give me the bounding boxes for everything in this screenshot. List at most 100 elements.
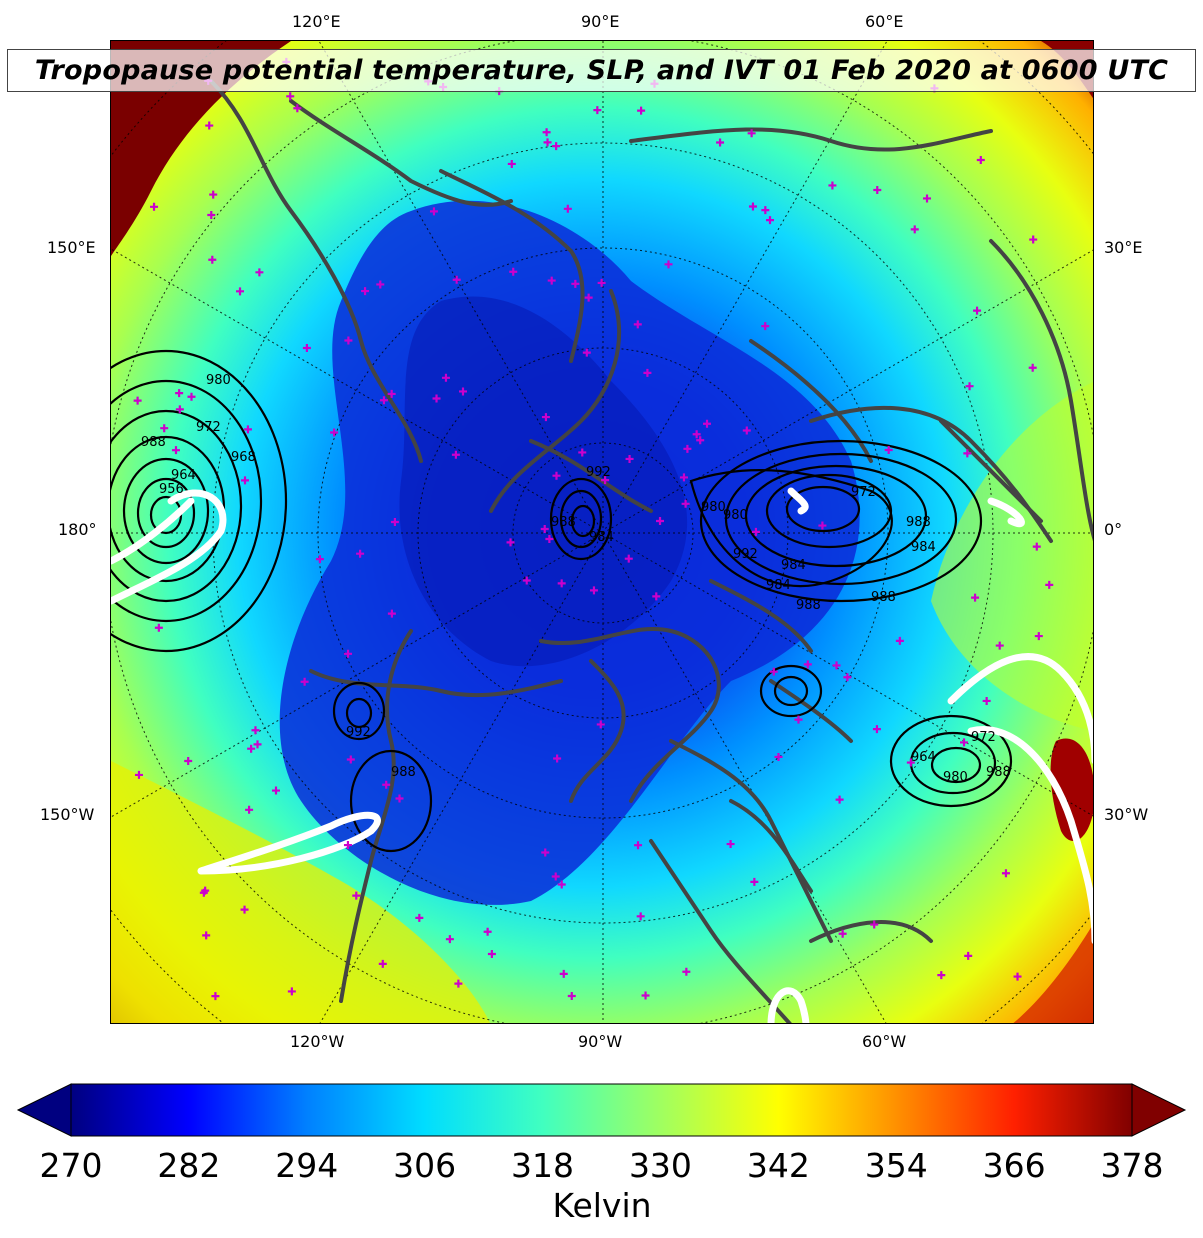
slp-label: 988 bbox=[551, 515, 576, 530]
colorbar-tick-label: 366 bbox=[982, 1146, 1046, 1185]
station-marker bbox=[509, 267, 518, 276]
slp-label: 992 bbox=[733, 547, 758, 562]
station-marker bbox=[995, 641, 1004, 650]
station-marker bbox=[199, 888, 208, 897]
station-marker bbox=[637, 106, 646, 115]
station-marker bbox=[973, 306, 982, 315]
slp-label: 992 bbox=[586, 465, 611, 480]
lon-label-bottom: 60°W bbox=[862, 1032, 907, 1051]
station-marker bbox=[870, 920, 879, 929]
station-marker bbox=[552, 471, 561, 480]
station-marker bbox=[361, 287, 370, 296]
station-marker bbox=[910, 225, 919, 234]
station-marker bbox=[286, 92, 295, 101]
colorbar-tick-label: 378 bbox=[1100, 1146, 1164, 1185]
station-marker bbox=[964, 951, 973, 960]
station-marker bbox=[552, 142, 561, 151]
station-marker bbox=[965, 382, 974, 391]
station-marker bbox=[761, 206, 770, 215]
station-marker bbox=[160, 424, 169, 433]
station-marker bbox=[742, 426, 751, 435]
station-marker bbox=[578, 448, 587, 457]
station-marker bbox=[487, 950, 496, 959]
colorbar-tick-label: 318 bbox=[511, 1146, 575, 1185]
warm-band-east bbox=[931, 382, 1093, 731]
slp-label: 956 bbox=[159, 482, 184, 497]
station-marker bbox=[906, 758, 915, 767]
station-marker bbox=[451, 450, 460, 459]
station-marker bbox=[567, 992, 576, 1001]
station-marker bbox=[134, 770, 143, 779]
station-marker bbox=[828, 181, 837, 190]
station-marker bbox=[387, 389, 396, 398]
station-marker bbox=[652, 592, 661, 601]
station-marker bbox=[202, 931, 211, 940]
station-marker bbox=[584, 293, 593, 302]
station-marker bbox=[747, 129, 756, 138]
station-marker bbox=[1001, 869, 1010, 878]
slp-label: 988 bbox=[906, 515, 931, 530]
station-marker bbox=[150, 202, 159, 211]
slp-label: 988 bbox=[796, 598, 821, 613]
colorbar-body bbox=[70, 1083, 1133, 1137]
slp-label: 980 bbox=[206, 373, 231, 388]
station-marker bbox=[271, 786, 280, 795]
lon-label-top: 90°E bbox=[581, 12, 620, 31]
map-title: Tropopause potential temperature, SLP, a… bbox=[34, 55, 1169, 86]
colorbar-tick-label: 282 bbox=[157, 1146, 221, 1185]
warm-patch-east bbox=[1050, 738, 1093, 841]
station-marker bbox=[633, 320, 642, 329]
slp-label: 984 bbox=[911, 540, 936, 555]
station-marker bbox=[522, 576, 531, 585]
slp-label: 972 bbox=[196, 420, 221, 435]
station-marker bbox=[208, 255, 217, 264]
ivt-contours bbox=[111, 487, 1093, 1023]
station-marker bbox=[682, 967, 691, 976]
station-marker bbox=[287, 987, 296, 996]
station-marker bbox=[597, 278, 606, 287]
station-marker bbox=[171, 446, 180, 455]
colorbar-tick-label: 294 bbox=[275, 1146, 339, 1185]
station-marker bbox=[769, 667, 778, 676]
slp-label: 964 bbox=[171, 468, 196, 483]
lon-label-left: 180° bbox=[58, 520, 97, 539]
station-marker bbox=[873, 185, 882, 194]
station-marker bbox=[643, 368, 652, 377]
lon-label-top: 60°E bbox=[865, 12, 904, 31]
station-marker bbox=[330, 428, 339, 437]
station-marker bbox=[679, 473, 688, 482]
station-marker bbox=[761, 322, 770, 331]
station-marker bbox=[344, 336, 353, 345]
station-marker bbox=[895, 636, 904, 645]
station-marker bbox=[154, 623, 163, 632]
station-marker bbox=[506, 538, 515, 547]
slp-label: 972 bbox=[971, 730, 996, 745]
station-marker bbox=[634, 841, 643, 850]
station-marker bbox=[1013, 972, 1022, 981]
station-marker bbox=[211, 992, 220, 1001]
colorbar-tick-label: 306 bbox=[393, 1146, 457, 1185]
station-marker bbox=[236, 287, 245, 296]
warm-corner-bottom-right bbox=[1013, 924, 1093, 1023]
graticule bbox=[111, 41, 1093, 1023]
station-marker bbox=[832, 661, 841, 670]
station-marker bbox=[300, 677, 309, 686]
slp-label: 980 bbox=[701, 500, 726, 515]
station-marker bbox=[209, 190, 218, 199]
station-marker bbox=[557, 579, 566, 588]
station-marker bbox=[1028, 363, 1037, 372]
station-marker bbox=[960, 738, 969, 747]
station-marker bbox=[547, 276, 556, 285]
slp-label: 988 bbox=[391, 765, 416, 780]
slp-label: 988 bbox=[871, 590, 896, 605]
station-marker bbox=[344, 649, 353, 658]
warm-band-southwest bbox=[111, 761, 490, 1023]
station-marker bbox=[379, 396, 388, 405]
station-marker bbox=[641, 991, 650, 1000]
station-marker bbox=[923, 194, 932, 203]
station-marker bbox=[187, 392, 196, 401]
station-marker bbox=[315, 555, 324, 564]
station-marker bbox=[748, 202, 757, 211]
station-marker bbox=[293, 104, 302, 113]
station-marker bbox=[872, 725, 881, 734]
